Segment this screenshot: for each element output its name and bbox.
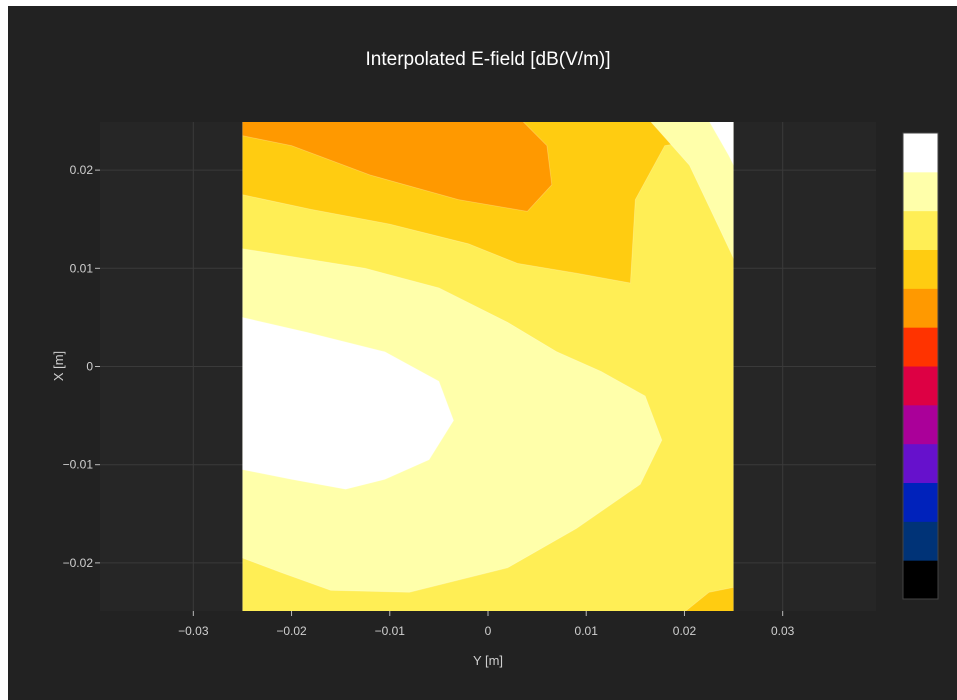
x-tick-label: 0.01 [575,624,599,638]
contour-region-level-11[interactable] [242,317,455,490]
colorbar-band [903,482,938,522]
contour-region-level-7[interactable] [242,121,553,212]
colorbar-band [903,288,938,328]
y-tick-label: −0.01 [63,458,94,472]
x-axis-ticks: −0.03 −0.02 −0.01 0 0.01 0.02 0.03 [178,611,795,638]
colorbar-outline [902,132,939,600]
colorbar-band [903,171,938,212]
colorbar-band [903,404,938,445]
colorbar-band [903,443,938,483]
colorbar[interactable] [902,132,939,600]
x-axis-label: Y [m] [473,653,503,668]
contour-fill[interactable] [242,121,734,612]
x-tick-label: 0.02 [673,624,697,638]
y-axis-label: X [m] [51,351,66,381]
y-tick-label: 0.01 [70,261,94,275]
chart-title: Interpolated E-field [dB(V/m)] [366,49,611,70]
x-tick-label: 0 [485,624,492,638]
contour-region-level-8[interactable] [685,587,734,612]
contour-region-level-10[interactable] [650,121,734,259]
colorbar-band [903,521,938,561]
colorbar-band [903,210,938,250]
contour-region-level-11[interactable] [709,121,734,166]
colorbar-band [903,560,938,600]
x-tick-label: −0.02 [276,624,307,638]
y-tick-label: 0.02 [70,163,94,177]
x-tick-label: −0.03 [178,624,209,638]
colorbar-band [903,366,938,406]
colorbar-band [903,133,938,173]
x-tick-label: 0.03 [771,624,795,638]
y-tick-label: −0.02 [63,556,94,570]
y-axis-ticks: −0.02 −0.01 0 0.01 0.02 [63,163,100,570]
y-tick-label: 0 [86,360,93,374]
colorbar-band [903,249,938,289]
colorbar-band [903,327,938,367]
x-tick-label: −0.01 [375,624,406,638]
